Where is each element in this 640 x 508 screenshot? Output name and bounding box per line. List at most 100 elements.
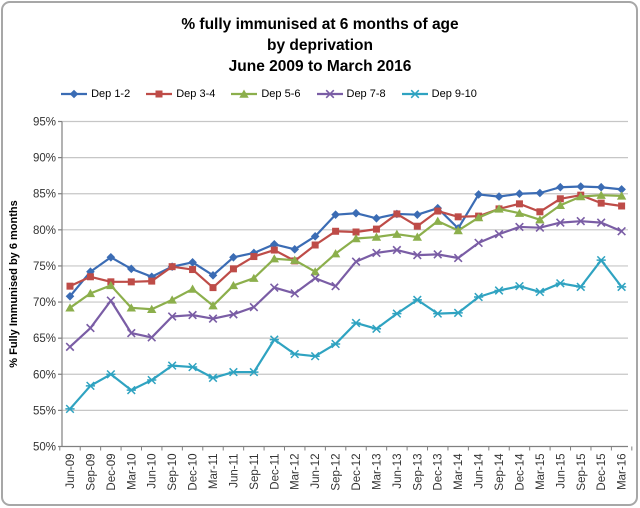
diamond-legend-marker-icon (61, 89, 88, 99)
marker-star (535, 287, 545, 297)
marker-diamond (351, 208, 361, 218)
marker-diamond (310, 232, 320, 241)
x-tick-label: Dec-14 (514, 453, 526, 491)
x-tick-label: Dec-15 (596, 453, 608, 490)
marker-square (454, 213, 462, 221)
marker-star (65, 404, 75, 414)
marker-triangle (514, 208, 525, 217)
marker-triangle (535, 215, 545, 224)
marker-triangle (126, 303, 136, 312)
marker-diamond (494, 192, 504, 201)
marker-square (597, 199, 605, 207)
marker-star (228, 367, 239, 377)
marker-x (433, 250, 443, 259)
marker-star (433, 309, 443, 318)
marker-triangle (555, 200, 566, 209)
marker-square (155, 90, 163, 98)
x-tick-label: Sep-09 (85, 453, 97, 490)
series-line (69, 259, 623, 410)
marker-star (351, 318, 361, 328)
marker-square (352, 228, 360, 236)
x-tick-label: Mar-11 (208, 453, 220, 489)
marker-star (85, 381, 96, 391)
x-tick-label: Mar-15 (535, 453, 547, 489)
marker-x (453, 253, 463, 263)
legend-label: Dep 3-4 (176, 88, 216, 100)
marker-triangle (310, 267, 320, 276)
marker-square (86, 273, 94, 281)
marker-diamond (126, 264, 136, 274)
marker-x (351, 257, 361, 266)
marker-triangle (147, 304, 157, 313)
marker-star (392, 309, 402, 318)
marker-square (66, 282, 74, 290)
marker-diamond (474, 190, 483, 199)
marker-diamond (69, 89, 79, 99)
marker-triangle (412, 232, 423, 241)
x-tick-label: Mar-10 (126, 453, 138, 489)
x-tick-label: Jun-10 (147, 453, 159, 488)
marker-star (514, 281, 525, 291)
marker-triangle (65, 303, 75, 312)
marker-x (65, 342, 75, 352)
x-tick-label: Jun-11 (228, 453, 240, 487)
marker-x (576, 216, 586, 226)
y-axis-title: % Fully Immunised by 6 months (8, 200, 20, 367)
marker-star (555, 278, 565, 288)
marker-star (106, 369, 116, 379)
triangle-legend-marker-icon (231, 89, 258, 98)
x-tick-label: Jun-14 (474, 453, 486, 489)
series-line (69, 194, 622, 289)
marker-star (126, 385, 136, 395)
marker-square (556, 195, 564, 203)
marker-diamond (372, 213, 381, 223)
marker-square (393, 210, 401, 218)
legend-item-dep-5-6: Dep 5-6 (229, 88, 301, 100)
star-legend-marker-icon (401, 89, 428, 99)
marker-triangle (596, 190, 606, 199)
marker-square (413, 222, 421, 230)
marker-square (168, 263, 176, 271)
x-tick-label: Jun-13 (392, 453, 404, 488)
legend-item-dep-9-10: Dep 9-10 (400, 88, 477, 100)
marker-square (311, 241, 319, 249)
legend-item-dep-1-2: Dep 1-2 (59, 88, 130, 100)
marker-x (269, 283, 279, 292)
marker-x (392, 245, 402, 255)
marker-star (412, 295, 422, 305)
y-tick-labels: 50% 55% 60% 65% 70% 75% 80% 85% 90% 95% (33, 117, 62, 453)
marker-x (617, 226, 626, 236)
marker-triangle (453, 226, 463, 235)
marker-square (270, 246, 278, 254)
marker-diamond (556, 182, 565, 192)
marker-square (332, 227, 340, 235)
marker-x (310, 273, 320, 283)
chart-legend: Dep 1-2 Dep 3-4 Dep 5-6 Dep 7-8 Dep 9-10 (0, 88, 588, 100)
marker-x (167, 312, 177, 321)
marker-star (474, 292, 484, 302)
series-dep-5-6 (65, 190, 627, 313)
y-tick-label: 65% (33, 333, 56, 345)
x-tick-labels: Jun-09 Sep-09 Dec-09 Mar-10 Jun-10 Sep-10 Dec-… (59, 446, 633, 491)
marker-star (330, 339, 341, 349)
x-tick-label: Dec-12 (351, 453, 363, 490)
marker-x (188, 310, 197, 320)
series-dep-9-10 (65, 255, 627, 414)
marker-square (515, 200, 523, 208)
marker-triangle (239, 89, 250, 98)
marker-star (290, 349, 300, 359)
marker-star (453, 308, 463, 318)
marker-x (249, 302, 259, 312)
marker-diamond (576, 182, 586, 191)
marker-triangle (330, 249, 341, 258)
marker-x (86, 323, 95, 333)
x-tick-label: Jun-15 (555, 453, 567, 488)
marker-triangle (351, 233, 361, 243)
marker-star (494, 286, 504, 295)
legend-label: Dep 9-10 (431, 88, 477, 100)
legend-label: Dep 1-2 (91, 88, 131, 100)
marker-x (331, 281, 340, 291)
marker-triangle (187, 284, 198, 293)
marker-diamond (106, 252, 116, 262)
